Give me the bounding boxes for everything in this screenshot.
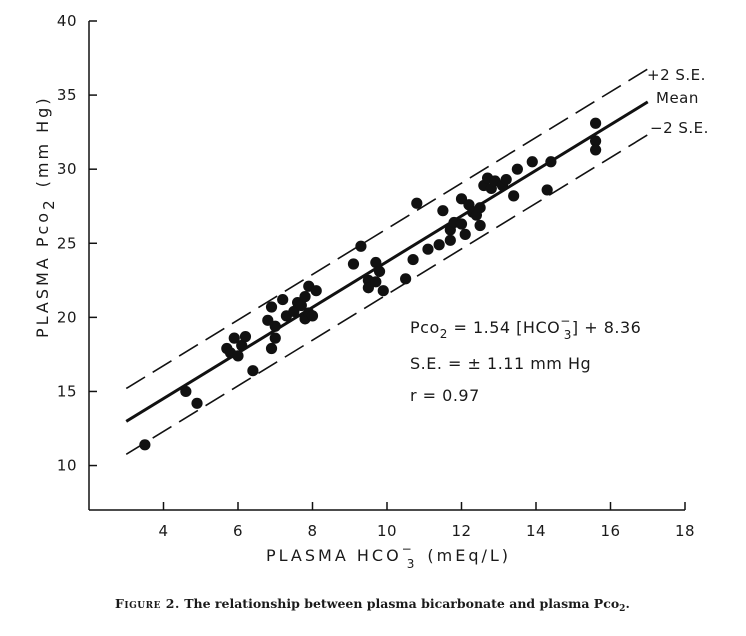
x-tick-label: 18 xyxy=(675,522,695,540)
data-point xyxy=(269,320,281,332)
data-point xyxy=(362,282,374,294)
data-point xyxy=(306,310,319,322)
data-point xyxy=(455,193,468,205)
data-point xyxy=(265,342,278,355)
data-point xyxy=(247,365,259,377)
data-point xyxy=(500,173,512,186)
y-tick-label: 35 xyxy=(57,86,77,104)
lower-line-label: −2 S.E. xyxy=(650,119,709,137)
data-point xyxy=(407,253,419,266)
data-point xyxy=(180,385,192,398)
y-tick-label: 40 xyxy=(57,12,77,30)
x-tick-label: 12 xyxy=(451,522,471,540)
x-tick-label: 14 xyxy=(526,522,546,540)
x-tick-label: 16 xyxy=(600,522,620,540)
data-point xyxy=(139,439,151,451)
data-point xyxy=(373,265,386,278)
data-points xyxy=(139,117,602,451)
mean-line xyxy=(125,100,649,423)
y-tick-label: 30 xyxy=(57,160,77,178)
data-point xyxy=(459,228,471,240)
regression-lines xyxy=(125,68,649,455)
y-tick-label: 15 xyxy=(57,382,77,400)
lower-2se-line xyxy=(125,134,649,455)
y-tick-label: 25 xyxy=(57,234,77,252)
x-tick-label: 4 xyxy=(158,522,168,540)
data-point xyxy=(455,218,468,230)
data-point xyxy=(508,190,520,202)
data-point xyxy=(299,291,311,303)
data-point xyxy=(526,156,538,168)
data-point xyxy=(444,234,456,246)
data-point xyxy=(269,332,281,344)
x-tick-label: 8 xyxy=(307,522,317,540)
data-point xyxy=(236,339,248,352)
y-tick-label: 20 xyxy=(57,308,77,326)
correlation-label: r = 0.97 xyxy=(410,386,480,405)
data-point xyxy=(590,117,602,129)
data-point xyxy=(400,273,412,285)
data-point xyxy=(370,256,382,269)
data-point xyxy=(422,243,434,255)
data-point xyxy=(191,397,203,409)
y-tick-label: 10 xyxy=(57,457,77,475)
upper-line-label: +2 S.E. xyxy=(647,66,706,84)
y-axis-title: PLASMA Pco2(mm Hg) xyxy=(33,95,58,338)
x-axis-title: PLASMA HCO− 3 (mEq/L) xyxy=(266,542,511,571)
standard-error-label: S.E. = ± 1.11 mm Hg xyxy=(410,354,591,373)
data-point xyxy=(288,305,300,318)
x-ticks: 4 6 8 10 12 14 16 18 xyxy=(158,502,695,540)
regression-equation: Pco2 = 1.54 [HCO− 3] + 8.36 xyxy=(410,314,641,342)
data-point xyxy=(474,219,486,232)
data-point xyxy=(310,285,322,297)
figure-caption: Figure 2. The relationship between plasm… xyxy=(115,596,630,614)
data-point xyxy=(239,331,252,343)
data-point xyxy=(590,135,602,147)
data-point xyxy=(411,197,423,209)
data-point xyxy=(228,332,240,344)
data-point xyxy=(355,240,367,252)
data-point xyxy=(541,184,553,196)
data-point xyxy=(232,350,244,362)
data-point xyxy=(511,163,523,175)
data-point xyxy=(590,144,602,156)
data-point xyxy=(437,205,449,217)
data-point xyxy=(277,293,289,306)
upper-2se-line xyxy=(125,68,649,390)
y-ticks: 10 15 20 25 30 35 40 xyxy=(57,12,97,475)
data-point xyxy=(347,258,360,270)
x-tick-label: 6 xyxy=(233,522,243,540)
data-point xyxy=(545,156,557,168)
data-point xyxy=(295,299,307,312)
mean-line-label: Mean xyxy=(656,89,699,107)
data-point xyxy=(262,314,274,326)
data-point xyxy=(265,301,278,313)
data-point xyxy=(474,202,486,214)
data-point xyxy=(370,276,382,288)
data-point xyxy=(377,285,389,297)
data-point xyxy=(433,239,445,251)
x-tick-label: 10 xyxy=(377,522,397,540)
